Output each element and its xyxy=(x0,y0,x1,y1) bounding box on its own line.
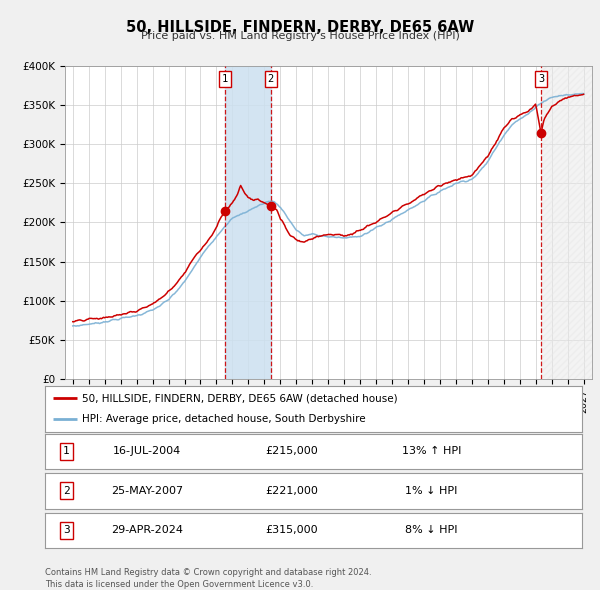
Text: 29-APR-2024: 29-APR-2024 xyxy=(111,526,183,535)
Bar xyxy=(541,66,592,379)
Text: 3: 3 xyxy=(63,526,70,535)
Text: 16-JUL-2004: 16-JUL-2004 xyxy=(113,447,181,456)
Text: 8% ↓ HPI: 8% ↓ HPI xyxy=(406,526,458,535)
Text: Contains HM Land Registry data © Crown copyright and database right 2024.
This d: Contains HM Land Registry data © Crown c… xyxy=(45,568,371,589)
Bar xyxy=(225,66,271,379)
Text: 50, HILLSIDE, FINDERN, DERBY, DE65 6AW: 50, HILLSIDE, FINDERN, DERBY, DE65 6AW xyxy=(126,20,474,35)
Text: £315,000: £315,000 xyxy=(266,526,319,535)
Text: 3: 3 xyxy=(538,74,544,84)
Text: HPI: Average price, detached house, South Derbyshire: HPI: Average price, detached house, Sout… xyxy=(82,414,365,424)
Text: £221,000: £221,000 xyxy=(266,486,319,496)
Text: 1% ↓ HPI: 1% ↓ HPI xyxy=(406,486,458,496)
Text: 50, HILLSIDE, FINDERN, DERBY, DE65 6AW (detached house): 50, HILLSIDE, FINDERN, DERBY, DE65 6AW (… xyxy=(82,394,397,404)
Text: 1: 1 xyxy=(222,74,228,84)
Text: 2: 2 xyxy=(268,74,274,84)
Text: £215,000: £215,000 xyxy=(266,447,319,456)
Text: 1: 1 xyxy=(63,447,70,456)
Text: Price paid vs. HM Land Registry's House Price Index (HPI): Price paid vs. HM Land Registry's House … xyxy=(140,31,460,41)
Text: 25-MAY-2007: 25-MAY-2007 xyxy=(111,486,183,496)
Text: 2: 2 xyxy=(63,486,70,496)
Text: 13% ↑ HPI: 13% ↑ HPI xyxy=(402,447,461,456)
